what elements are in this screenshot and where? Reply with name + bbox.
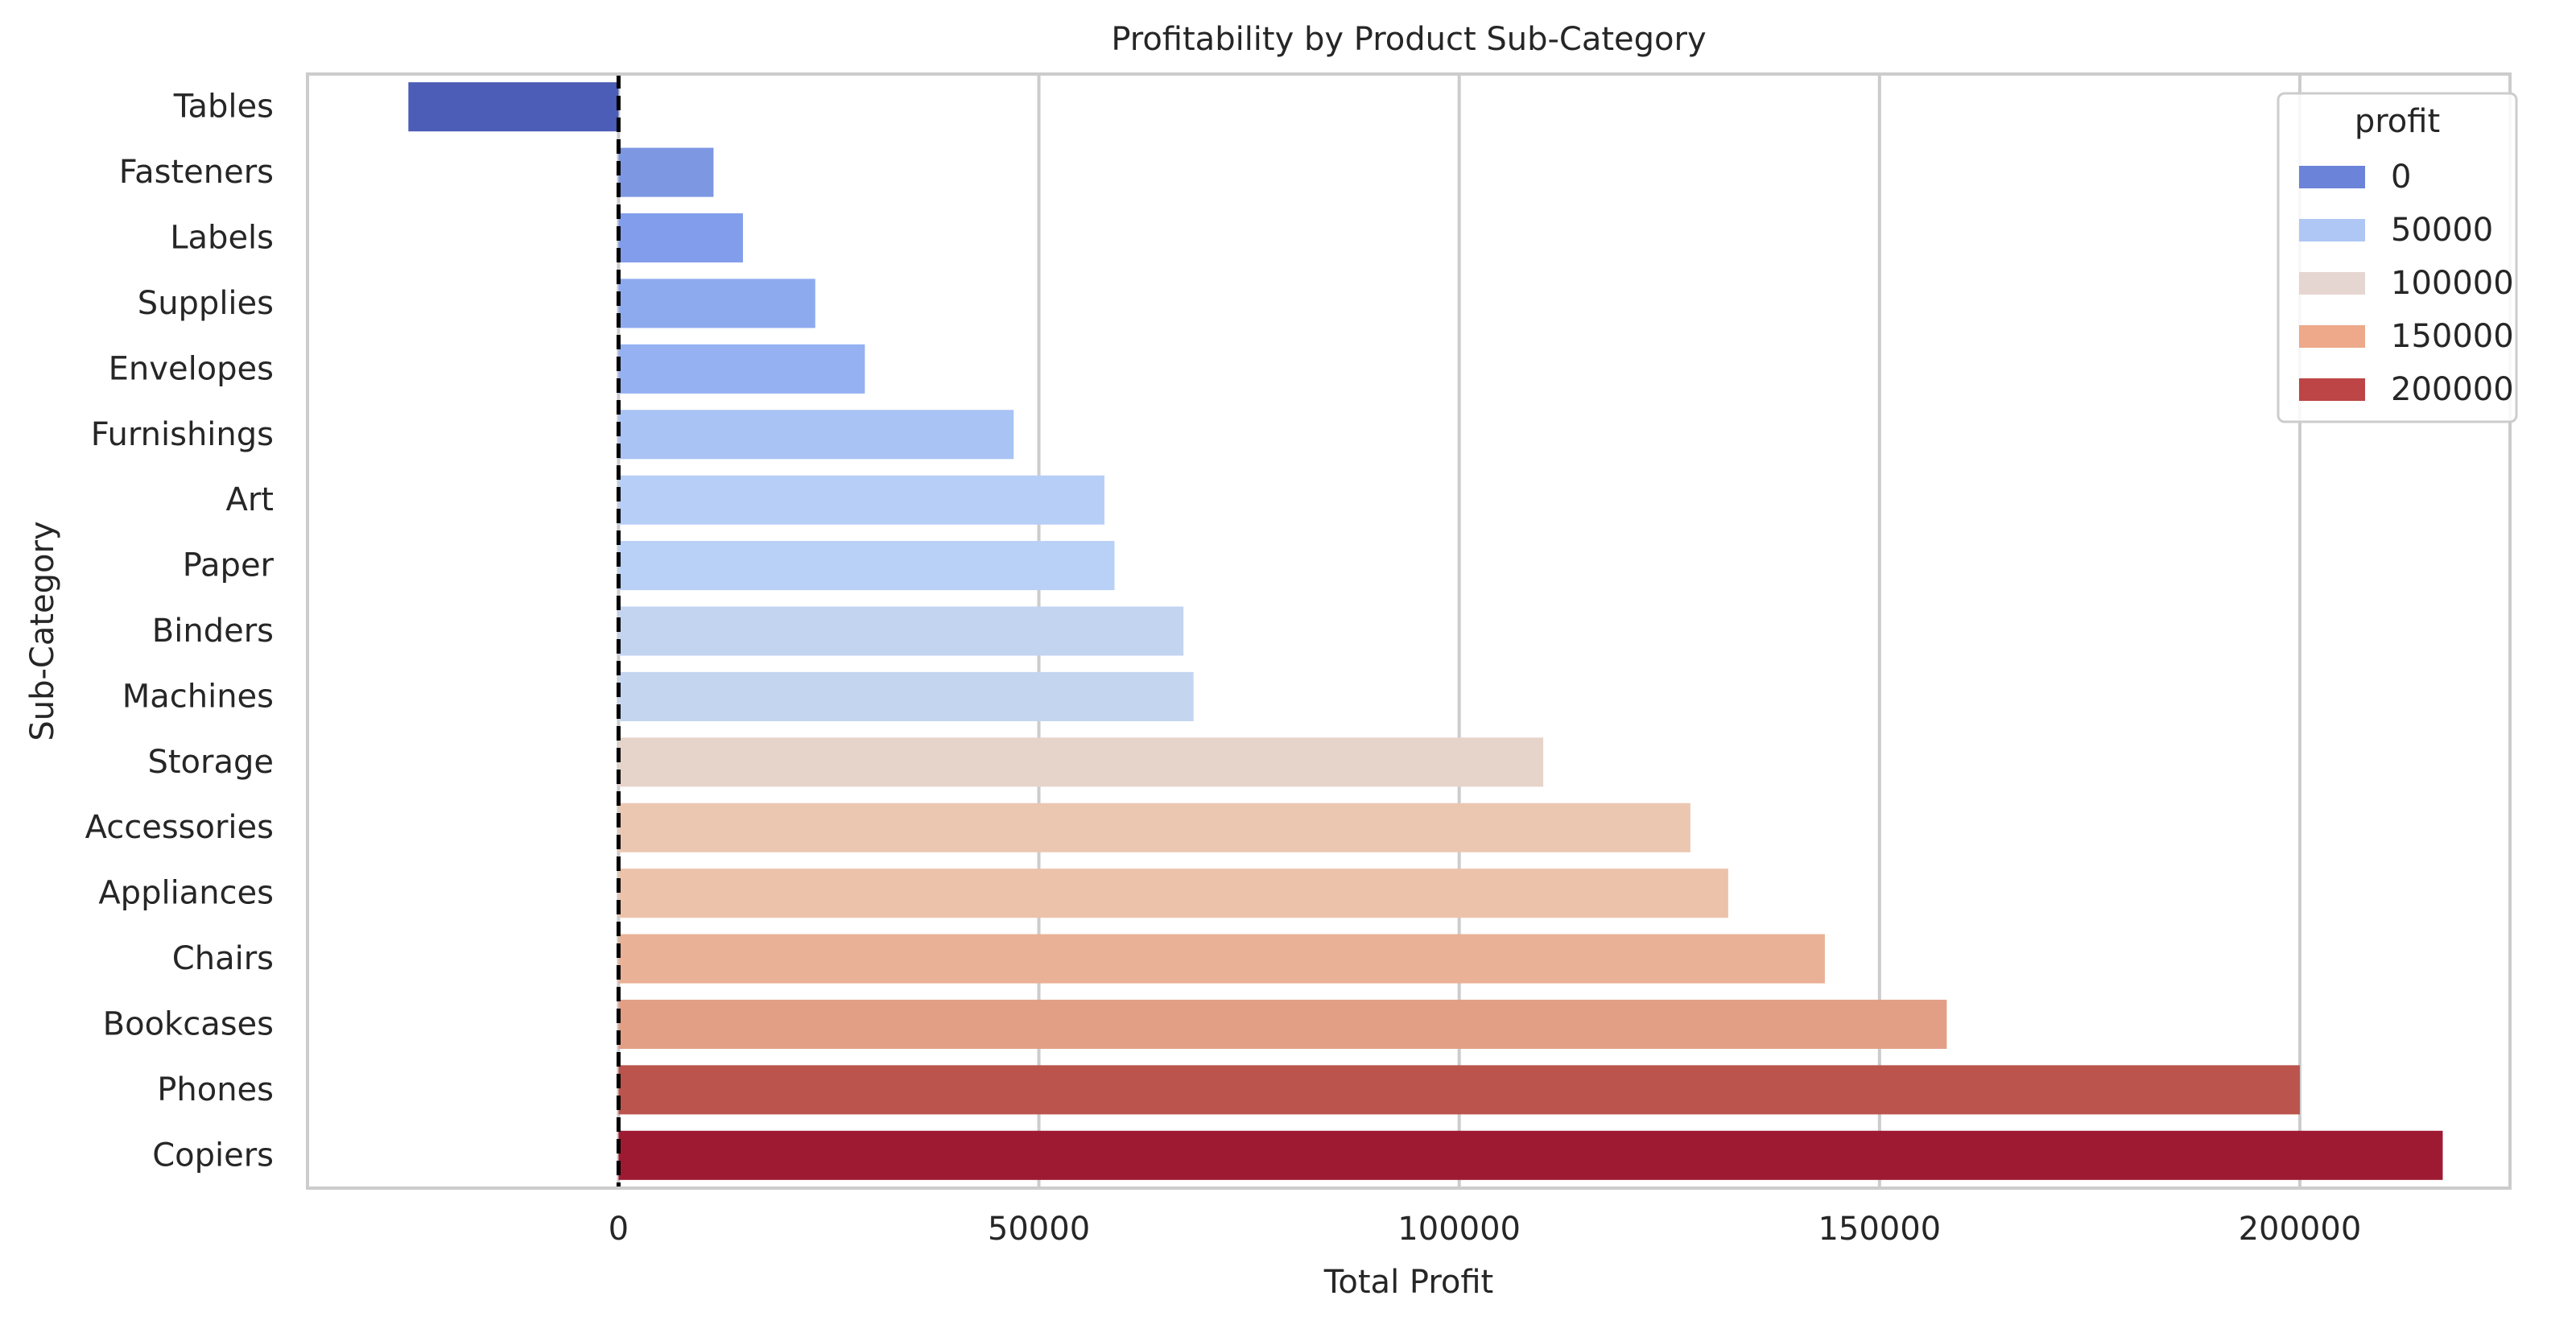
y-tick-label: Tables — [173, 89, 274, 126]
legend-label: 100000 — [2391, 265, 2514, 302]
legend-swatch — [2299, 219, 2365, 241]
bar-bookcases — [618, 999, 1947, 1049]
y-tick-label: Phones — [157, 1071, 274, 1108]
y-tick-label: Supplies — [138, 285, 274, 322]
legend-entries: 0 50000 100000 150000 200000 — [2299, 159, 2514, 408]
bar-tables — [408, 82, 619, 132]
legend-swatch — [2299, 166, 2365, 188]
bar-fasteners — [618, 147, 714, 197]
y-tick-label: Labels — [170, 220, 274, 257]
y-tick-label: Accessories — [85, 809, 274, 846]
x-axis-label: Total Profit — [1323, 1264, 1493, 1301]
y-tick-label: Art — [226, 481, 275, 518]
bar-furnishings — [618, 410, 1014, 460]
x-tick-label: 100000 — [1397, 1211, 1521, 1248]
bar-binders — [618, 606, 1184, 656]
bar-chairs — [618, 934, 1825, 984]
y-tick-label: Fasteners — [119, 154, 274, 191]
x-tick-label: 150000 — [1818, 1211, 1941, 1248]
bar-supplies — [618, 279, 815, 328]
y-tick-label: Chairs — [172, 940, 274, 977]
y-tick-label: Paper — [183, 547, 275, 584]
bar-phones — [618, 1065, 2300, 1115]
y-tick-label: Envelopes — [109, 350, 274, 387]
legend-label: 0 — [2391, 159, 2411, 196]
legend-swatch — [2299, 378, 2365, 401]
y-tick-label: Copiers — [152, 1137, 274, 1174]
chart-title: Profitability by Product Sub-Category — [1111, 21, 1706, 58]
y-tick-label: Storage — [147, 744, 274, 781]
bar-appliances — [618, 869, 1728, 918]
bar-machines — [618, 671, 1194, 721]
bars — [408, 82, 2443, 1180]
legend-swatch — [2299, 325, 2365, 348]
bar-copiers — [618, 1130, 2443, 1180]
y-tick-label: Furnishings — [91, 416, 274, 453]
x-tick-label: 0 — [609, 1211, 629, 1248]
y-tick-label: Bookcases — [103, 1005, 274, 1042]
y-tick-labels: Tables Fasteners Labels Supplies Envelopes Fu… — [85, 89, 275, 1174]
plot-frame — [306, 72, 2512, 1190]
legend-title: profit — [2355, 103, 2440, 140]
bar-paper — [618, 541, 1115, 591]
x-tick-labels: 0 50000 100000 150000 200000 — [609, 1211, 2362, 1248]
legend-label: 200000 — [2391, 371, 2514, 408]
x-tick-label: 50000 — [988, 1211, 1090, 1248]
y-tick-label: Appliances — [98, 875, 274, 912]
bar-labels — [618, 213, 743, 263]
bar-accessories — [618, 803, 1690, 852]
legend-label: 150000 — [2391, 318, 2514, 355]
legend-label: 50000 — [2391, 212, 2493, 249]
legend-swatch — [2299, 272, 2365, 295]
x-tick-label: 200000 — [2239, 1211, 2362, 1248]
bar-envelopes — [618, 344, 865, 394]
legend: profit 0 50000 100000 150000 200000 — [2277, 92, 2518, 423]
bar-storage — [618, 737, 1544, 787]
y-tick-label: Machines — [122, 678, 274, 715]
y-axis-label: Sub-Category — [24, 521, 61, 741]
y-tick-label: Binders — [152, 613, 274, 650]
bar-art — [618, 475, 1104, 525]
